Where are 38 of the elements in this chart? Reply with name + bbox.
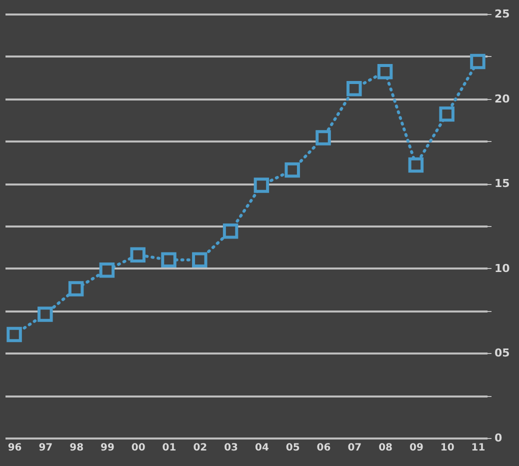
point (377, 64, 393, 80)
point (470, 54, 486, 70)
x-tick-label: 99 (100, 442, 114, 454)
point (222, 223, 238, 239)
x-tick-label: 10 (440, 442, 454, 454)
point (38, 306, 53, 322)
point (439, 106, 454, 122)
x-tick-label: 97 (38, 442, 53, 454)
x-tick-label: 01 (162, 442, 176, 454)
x-tick-label: 03 (224, 442, 238, 454)
x-tick-label: 06 (316, 442, 331, 454)
point (68, 281, 84, 296)
x-tick-label: 08 (378, 442, 393, 454)
point (192, 252, 208, 268)
x-tick-label: 98 (70, 442, 84, 454)
x-tick-label: 07 (348, 442, 362, 454)
point (6, 326, 22, 342)
point (130, 247, 146, 262)
x-tick-label: 09 (409, 442, 424, 454)
x-tick-label: 11 (471, 442, 486, 454)
y-tick-label: 25 (494, 8, 510, 20)
y-tick-label: 0 (494, 432, 502, 444)
x-tick-label: 96 (8, 442, 22, 454)
point (408, 157, 424, 173)
y-tick-label: 15 (494, 177, 510, 190)
x-tick-label: 04 (254, 442, 269, 454)
point (316, 130, 331, 146)
x-tick-label: 05 (286, 442, 300, 454)
point (99, 262, 115, 278)
y-tick-label: 20 (494, 92, 510, 106)
point (254, 178, 270, 193)
x-tick-label: 00 (131, 442, 146, 454)
point (161, 252, 176, 268)
y-tick-label: 05 (494, 346, 510, 360)
point (284, 162, 300, 178)
y-tick-label: 10 (494, 262, 510, 275)
point (346, 81, 362, 96)
x-tick-label: 02 (193, 442, 208, 454)
